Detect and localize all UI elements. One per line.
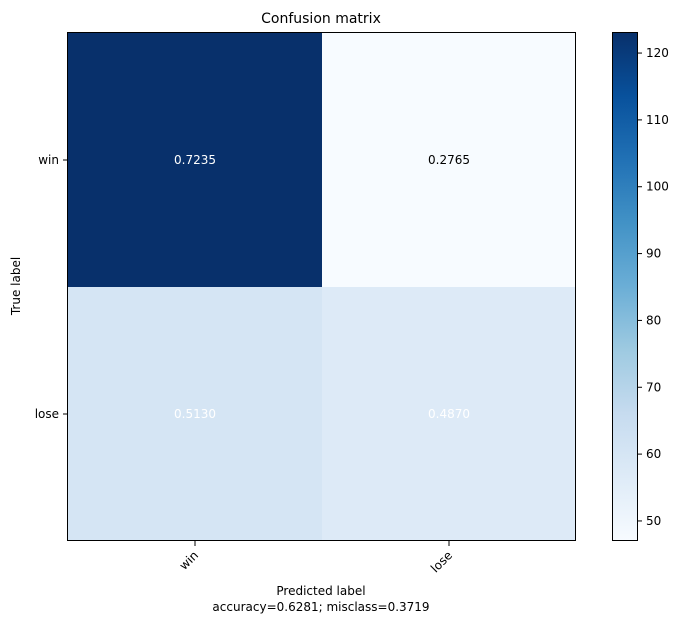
plot-frame	[67, 32, 576, 541]
cell-value-label: 0.5130	[174, 407, 216, 421]
heatmap-cell	[68, 33, 322, 287]
heatmap-cells	[68, 33, 576, 541]
y-tick-label: win	[38, 153, 59, 167]
colorbar-tick-label: 90	[646, 247, 661, 261]
x-axis-subtitle: accuracy=0.6281; misclass=0.3719	[212, 600, 429, 614]
cell-value-label: 0.2765	[428, 153, 470, 167]
x-tick-label: lose	[428, 548, 455, 575]
y-axis-ticks: win lose	[35, 153, 68, 421]
colorbar-ticks: 50 60 70 80 90 100 110 120	[638, 46, 669, 528]
x-axis-ticks: win lose	[177, 541, 455, 575]
colorbar-tick-label: 110	[646, 113, 669, 127]
colorbar	[612, 32, 638, 541]
colorbar-tick-label: 100	[646, 180, 669, 194]
x-tick-label: win	[177, 548, 202, 573]
cell-value-label: 0.4870	[428, 407, 470, 421]
chart-title: Confusion matrix	[261, 11, 381, 27]
y-axis-label: True label	[9, 257, 23, 316]
colorbar-tick-label: 60	[646, 447, 661, 461]
heatmap-cell	[322, 287, 576, 541]
colorbar-tick-label: 120	[646, 46, 669, 60]
heatmap-cell	[322, 33, 576, 287]
heatmap-cell	[68, 287, 322, 541]
colorbar-tick-label: 50	[646, 514, 661, 528]
colorbar-tick-label: 70	[646, 380, 661, 394]
cell-value-label: 0.7235	[174, 153, 216, 167]
heatmap-cell-labels: 0.7235 0.2765 0.5130 0.4870	[174, 153, 470, 421]
colorbar-tick-label: 80	[646, 313, 661, 327]
x-axis-label: Predicted label	[276, 584, 365, 598]
y-tick-label: lose	[35, 407, 59, 421]
